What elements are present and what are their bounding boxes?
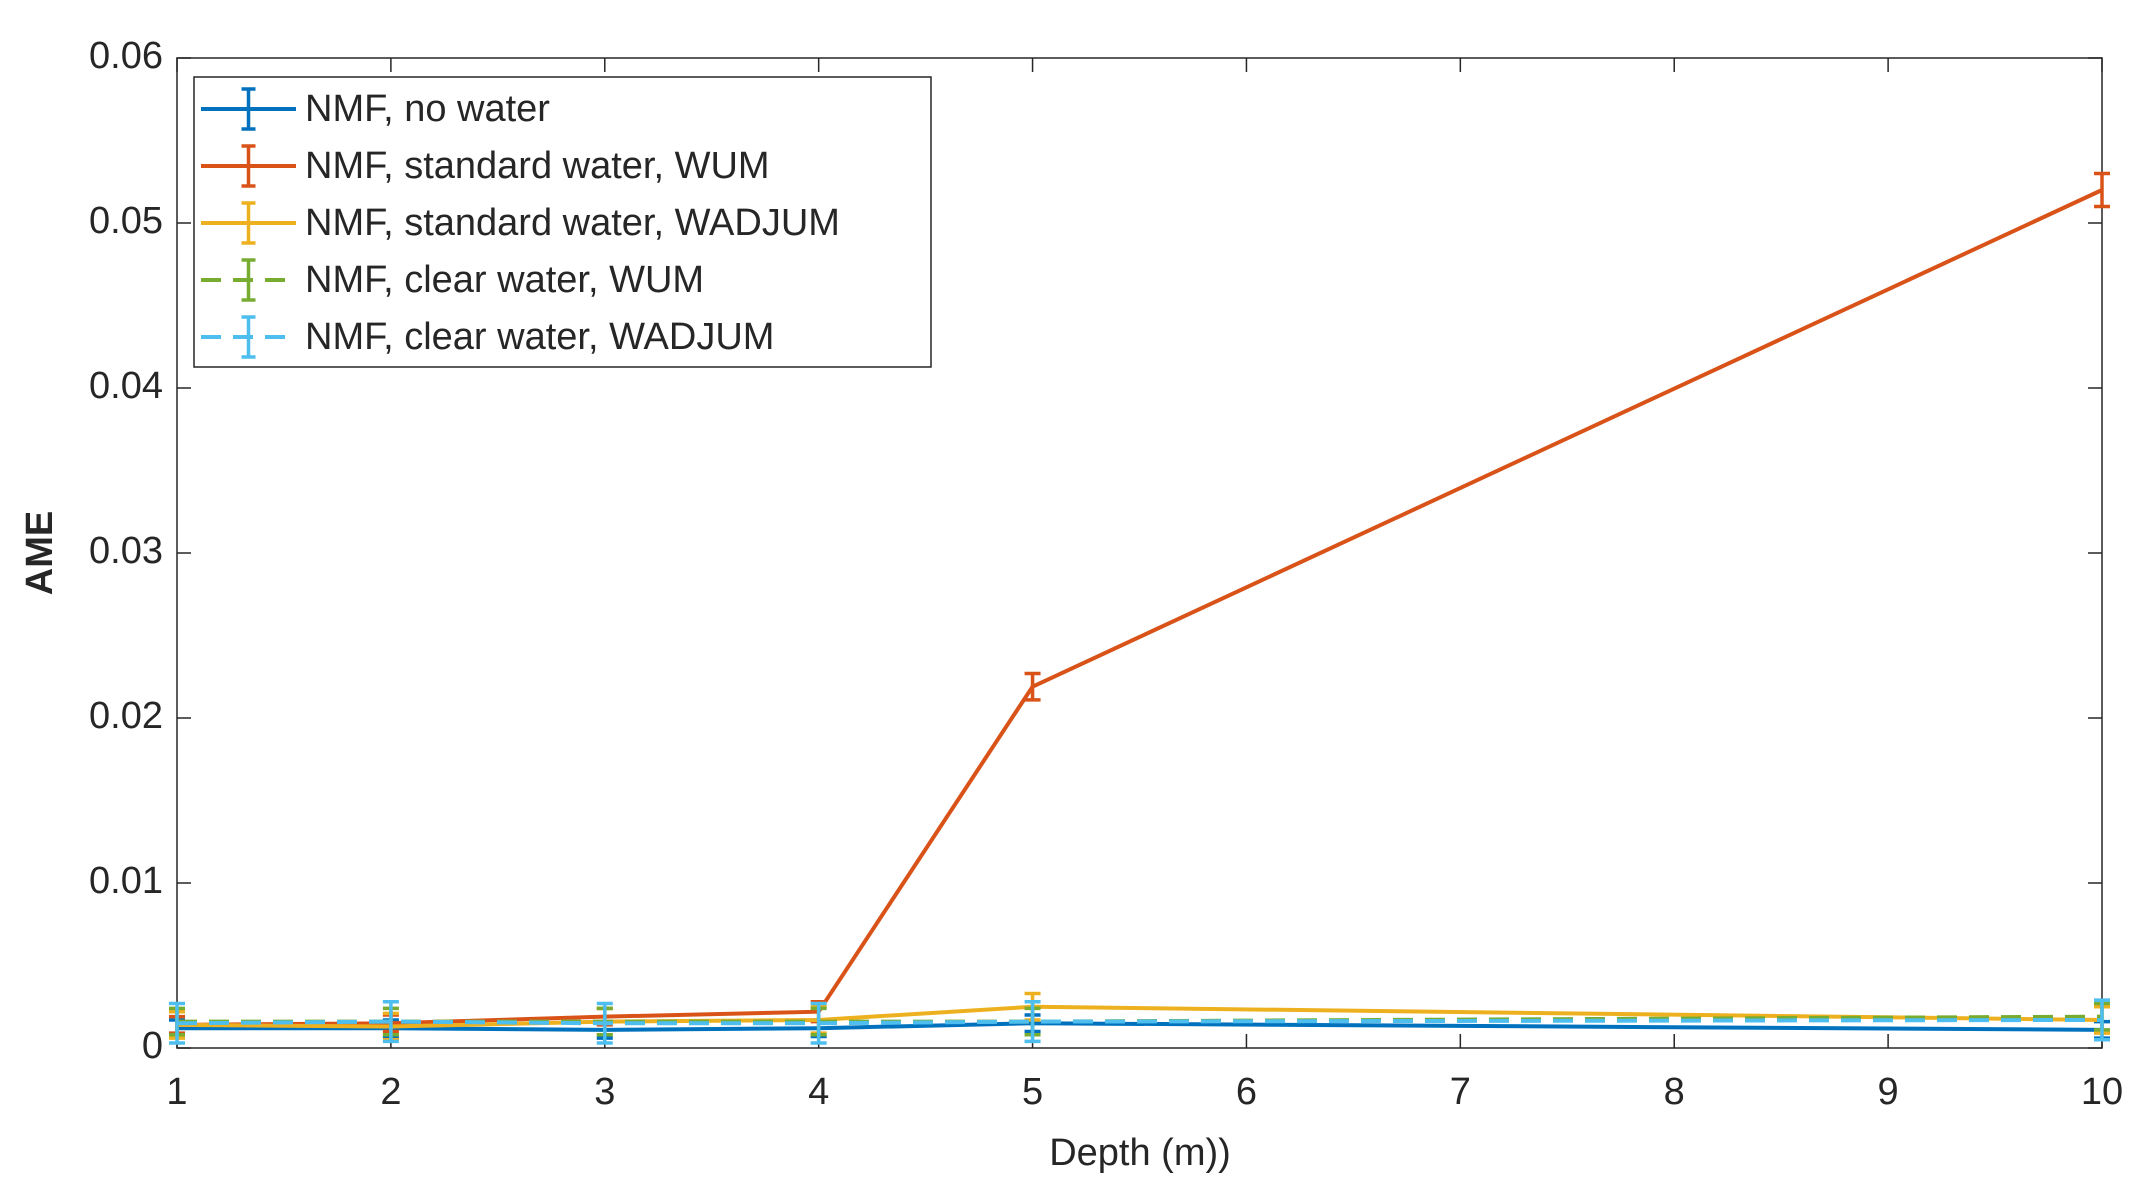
- legend-box: [193, 76, 932, 368]
- y-tick-label: 0.05: [89, 200, 163, 242]
- y-axis-label: AME: [19, 511, 61, 595]
- x-tick-label: 4: [808, 1071, 829, 1113]
- plot-frame: [176, 57, 2103, 1049]
- y-tick-label: 0.04: [89, 365, 163, 407]
- error-bar: [596, 1001, 613, 1045]
- x-tick-label: 10: [2081, 1071, 2123, 1113]
- x-tick-label: 2: [380, 1071, 401, 1113]
- legend-label: NMF, standard water, WUM: [305, 145, 770, 187]
- x-tick-label: 9: [1878, 1071, 1899, 1113]
- x-tick-label: 5: [1022, 1071, 1043, 1113]
- error-bar: [1024, 1000, 1041, 1044]
- error-bar: [169, 1001, 185, 1045]
- x-tick-label: 1: [166, 1071, 187, 1113]
- error-bar: [2094, 998, 2110, 1042]
- legend-errorbar: [241, 201, 256, 245]
- series-line: [176, 1017, 2103, 1026]
- x-axis-label: Depth (m)): [1049, 1132, 1231, 1174]
- x-tick-label: 6: [1236, 1071, 1257, 1113]
- error-bar: [1024, 671, 1041, 702]
- y-tick-label: 0: [142, 1025, 163, 1067]
- y-tick-label: 0.02: [89, 695, 163, 737]
- legend-errorbar: [241, 144, 256, 188]
- legend-label: NMF, clear water, WADJUM: [305, 316, 774, 358]
- legend-errorbar: [241, 87, 256, 131]
- legend: NMF, no water NMF, standard water, WUM NMF…: [193, 76, 932, 368]
- x-tick-label: 7: [1450, 1071, 1471, 1113]
- legend-label: NMF, no water: [305, 88, 550, 130]
- y-tick-label: 0.01: [89, 860, 163, 902]
- error-bar: [2094, 171, 2110, 209]
- y-tick-label: 0.06: [89, 35, 163, 77]
- y-tick-label: 0.03: [89, 530, 163, 572]
- error-bar: [810, 1001, 827, 1045]
- series-line: [176, 1004, 2103, 1029]
- legend-label: NMF, clear water, WUM: [305, 259, 704, 301]
- legend-errorbar: [241, 315, 256, 359]
- legend-label: NMF, standard water, WADJUM: [305, 202, 840, 244]
- legend-errorbar: [241, 258, 256, 302]
- error-bar: [382, 1000, 399, 1044]
- x-tick-label: 8: [1664, 1071, 1685, 1113]
- x-tick-label: 3: [594, 1071, 615, 1113]
